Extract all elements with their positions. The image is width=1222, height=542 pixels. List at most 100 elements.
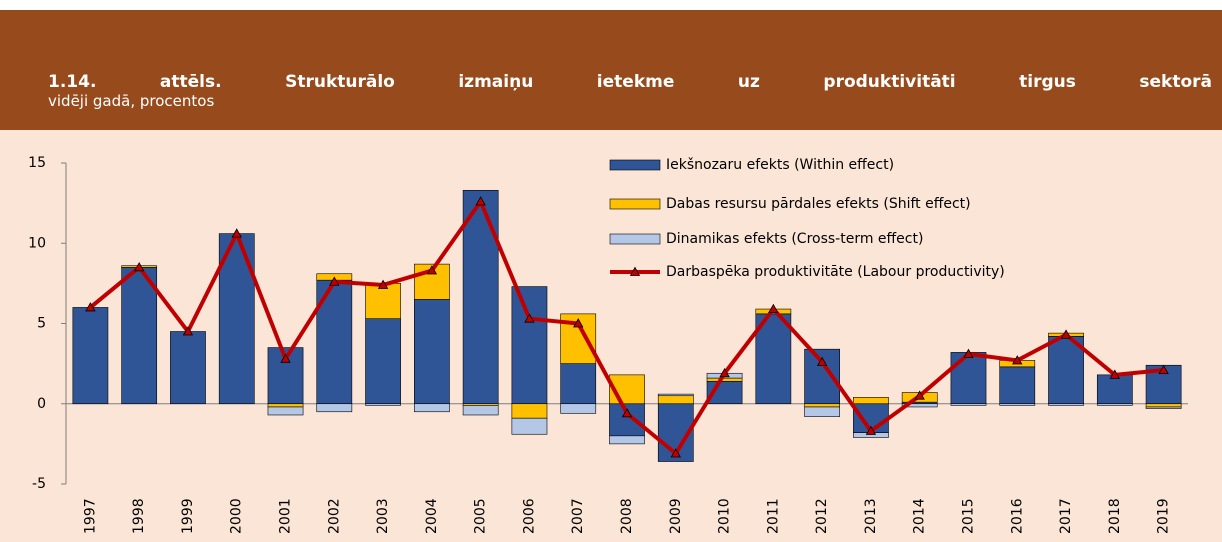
bar (706, 377, 743, 382)
bar (365, 283, 401, 319)
marker (621, 408, 633, 418)
bar (901, 403, 938, 408)
x-tick-label: 2012 (814, 498, 830, 534)
x-tick-label: 2001 (278, 498, 294, 534)
bar (999, 366, 1036, 405)
x-tick-label: 2002 (326, 498, 342, 534)
bar (1145, 403, 1182, 408)
bar (267, 406, 304, 416)
marker (1109, 369, 1121, 379)
bar (560, 363, 597, 405)
bar (853, 397, 889, 405)
x-tick-label: 2005 (473, 498, 489, 534)
title: 1.14. attēls. Strukturālo izmaiņu ietekm… (48, 72, 1212, 92)
x-tick-label: 2017 (1058, 498, 1074, 534)
marker (377, 279, 389, 289)
marker (133, 262, 145, 272)
x-tick-label: 2018 (1107, 498, 1123, 534)
y-tick-label: 10 (28, 235, 46, 251)
bar (267, 403, 304, 408)
marker (768, 303, 779, 313)
bar (511, 417, 548, 435)
y-tick-label: 15 (28, 155, 46, 171)
x-tick-label: 2013 (863, 498, 879, 534)
x-tick-label: 1999 (180, 498, 196, 534)
bar (121, 267, 158, 405)
bar (950, 352, 987, 405)
marker (1060, 329, 1072, 339)
marker (182, 326, 194, 336)
marker (85, 302, 96, 312)
x-tick-label: 1997 (82, 498, 98, 534)
bar (609, 435, 645, 445)
marker (573, 318, 584, 328)
bar (950, 403, 987, 406)
x-tick-label: 2007 (570, 498, 586, 534)
marker (719, 367, 730, 378)
marker (280, 353, 291, 363)
legend-swatch (609, 159, 661, 171)
y-tick-label: 0 (37, 396, 46, 412)
y-tick-label: -5 (32, 476, 46, 492)
marker (329, 276, 340, 286)
x-tick-label: 2016 (1009, 498, 1025, 534)
x-tick-label: 2006 (521, 498, 537, 534)
marker (475, 196, 486, 206)
bar (170, 331, 206, 405)
x-tick-label: 2000 (229, 498, 245, 534)
y-tick-label: 5 (37, 316, 46, 332)
bar (511, 286, 548, 405)
bar (511, 403, 548, 419)
legend-label: Dinamikas efekts (Cross-term effect) (666, 231, 923, 247)
legend-swatch (609, 198, 661, 210)
bar (1096, 374, 1133, 405)
bar (755, 313, 792, 405)
legend-marker (629, 266, 641, 276)
legend-label: Dabas resursu pārdales efekts (Shift eff… (666, 196, 971, 212)
bar (1096, 403, 1133, 406)
x-tick-label: 1998 (131, 498, 147, 534)
legend-label: Darbaspēka produktivitāte (Labour produc… (666, 264, 1005, 280)
marker (1158, 364, 1169, 374)
legend-label: Iekšnozaru efekts (Within effect) (666, 157, 894, 173)
marker (524, 313, 535, 323)
marker (963, 348, 974, 358)
bar (414, 403, 450, 413)
bar (365, 318, 401, 405)
marker (426, 265, 438, 275)
x-tick-label: 2015 (960, 498, 976, 534)
x-tick-label: 2003 (375, 498, 391, 534)
x-tick-label: 2011 (765, 498, 781, 534)
bar (1145, 406, 1182, 409)
bar (462, 405, 499, 416)
chart: -5 0 5 10 15 1997 1998 1999 2000 2001 2002 2003 2004… (0, 130, 1222, 542)
bar (999, 403, 1036, 406)
x-tick-label: 2004 (424, 498, 440, 534)
bar (1048, 403, 1084, 406)
bar (657, 393, 694, 397)
marker (914, 390, 925, 400)
x-tick-label: 2008 (619, 498, 635, 534)
x-tick-label: 2019 (1156, 498, 1172, 534)
bar (316, 403, 353, 413)
bar (804, 403, 840, 408)
x-tick-label: 2009 (668, 498, 684, 534)
x-tick-label: 2010 (717, 498, 733, 534)
x-tick-label: 2014 (912, 498, 928, 534)
marker (670, 448, 681, 458)
bar (365, 403, 401, 406)
marker (1012, 355, 1023, 365)
header: 1.14. attēls. Strukturālo izmaiņu ietekm… (0, 10, 1222, 130)
bar (72, 307, 109, 405)
bar (657, 395, 694, 405)
marker (816, 356, 828, 366)
marker (865, 425, 877, 435)
bar (1048, 336, 1084, 405)
bar (414, 299, 450, 405)
subtitle: vidēji gadā, procentos (48, 92, 215, 110)
legend-swatch (609, 233, 661, 245)
bar (560, 403, 597, 414)
marker (231, 228, 242, 238)
bar (804, 406, 840, 417)
